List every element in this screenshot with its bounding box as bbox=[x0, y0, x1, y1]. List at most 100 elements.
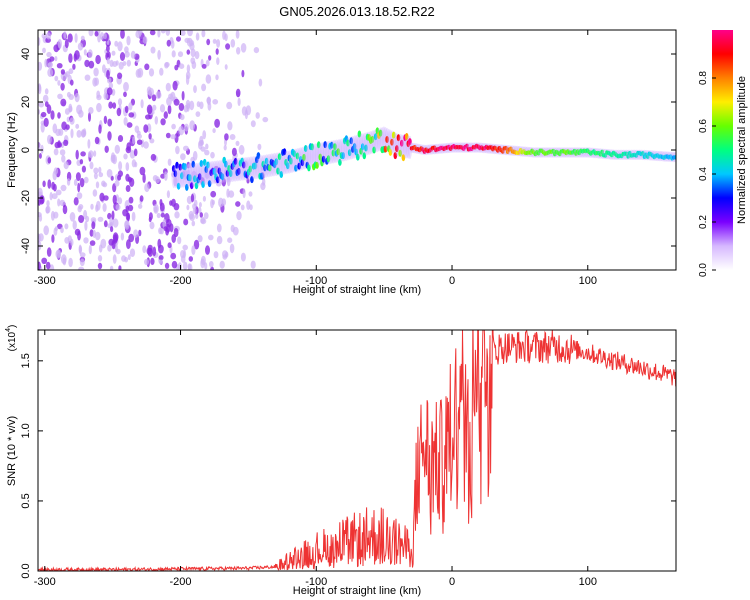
spectrogram-ridge-cell bbox=[224, 160, 228, 168]
spectrogram-ridge-cell bbox=[364, 144, 368, 152]
spectrogram-noise-speckle bbox=[179, 114, 185, 121]
spectrogram-noise-speckle bbox=[74, 92, 80, 103]
spectrogram-noise-speckle bbox=[167, 242, 172, 249]
spectrogram-noise-speckle bbox=[160, 212, 165, 218]
spectrogram-ridge-cell bbox=[263, 164, 267, 172]
spectrogram-noise-speckle bbox=[55, 189, 62, 196]
spectrogram-noise-speckle bbox=[103, 195, 109, 201]
spectrogram-noise-speckle bbox=[149, 138, 155, 144]
spectrogram-noise-speckle bbox=[186, 64, 191, 73]
spectrogram-noise-speckle bbox=[79, 159, 84, 165]
colorbar-tick-label: 0.8 bbox=[698, 71, 709, 85]
spectrogram-noise-speckle bbox=[215, 48, 219, 55]
spectrogram-noise-speckle bbox=[224, 33, 228, 42]
spectrogram-noise-speckle bbox=[47, 157, 52, 164]
spectrogram-noise-speckle bbox=[72, 63, 76, 70]
spectrogram-noise-speckle bbox=[187, 30, 193, 37]
spectrogram-noise-speckle bbox=[194, 51, 200, 60]
spectrogram-noise-speckle bbox=[162, 218, 167, 229]
spectrogram-noise-speckle bbox=[70, 128, 74, 139]
spectrogram-noise-speckle bbox=[159, 202, 165, 212]
snr-ytick-label: 0.5 bbox=[20, 493, 32, 508]
spectrogram-noise-speckle bbox=[185, 75, 190, 85]
spectrogram-noise-speckle bbox=[64, 38, 69, 49]
spectrogram-ridge-cell bbox=[248, 165, 253, 173]
spectrogram-noise-speckle bbox=[216, 235, 223, 245]
spectrogram-ridge-cell bbox=[404, 133, 409, 140]
spectrogram-noise-speckle bbox=[44, 58, 48, 68]
spectrogram-noise-speckle bbox=[205, 245, 210, 255]
spectrogram-noise-speckle bbox=[246, 178, 250, 184]
spectrogram-noise-speckle bbox=[158, 255, 164, 261]
spectrogram-noise-speckle bbox=[44, 101, 49, 108]
spectrogram-ridge-cell bbox=[207, 180, 212, 188]
spectrogram-noise-speckle bbox=[151, 94, 157, 102]
spectrogram-noise-speckle bbox=[47, 62, 54, 67]
spectrogram-noise-speckle bbox=[133, 148, 138, 157]
spectrogram-noise-speckle bbox=[106, 69, 110, 80]
spectrogram-noise-speckle bbox=[157, 49, 161, 60]
spectrogram-ridge-halo bbox=[200, 162, 206, 186]
colorbar-tick-label: 0.6 bbox=[698, 119, 709, 133]
spectrogram-noise-speckle bbox=[56, 249, 61, 258]
spectrogram-xtick-label: -300 bbox=[34, 275, 56, 287]
spectrogram-ridge-cell bbox=[408, 138, 412, 146]
spectrogram-noise-speckle bbox=[206, 38, 211, 46]
spectrogram-noise-speckle bbox=[46, 104, 52, 115]
spectrogram-noise-speckle bbox=[167, 158, 172, 166]
spectrogram-noise-speckle bbox=[106, 169, 113, 178]
spectrogram-noise-speckle bbox=[181, 90, 185, 101]
spectrogram-ridge-halo bbox=[199, 162, 204, 186]
spectrogram-ytick-label: 20 bbox=[20, 96, 32, 108]
spectrogram-noise-speckle bbox=[213, 251, 219, 259]
spectrogram-noise-speckle bbox=[166, 218, 172, 228]
spectrogram-noise-speckle bbox=[116, 107, 122, 117]
spectrogram-noise-speckle bbox=[81, 165, 86, 173]
spectrogram-ridge-cell bbox=[178, 163, 183, 171]
snr-xtick-label: -100 bbox=[305, 576, 327, 588]
spectrogram-noise-speckle bbox=[60, 69, 65, 75]
spectrogram-noise-speckle bbox=[60, 98, 67, 107]
spectrogram-ridge-cell bbox=[220, 173, 225, 181]
spectrogram-noise-speckle bbox=[230, 39, 236, 48]
spectrogram-noise-speckle bbox=[123, 91, 127, 98]
spectrogram-ridge-halo bbox=[380, 127, 385, 151]
spectrogram-noise-speckle bbox=[163, 226, 168, 232]
spectrogram-noise-speckle bbox=[222, 250, 228, 258]
spectrogram-noise-speckle bbox=[214, 118, 221, 128]
spectrogram-noise-speckle bbox=[235, 88, 241, 98]
spectrogram-noise-speckle bbox=[173, 227, 179, 238]
colorbar-tick-label: 0.0 bbox=[698, 263, 709, 277]
spectrogram-noise-speckle bbox=[82, 128, 87, 136]
spectrogram-noise-speckle bbox=[40, 123, 45, 133]
spectrogram-noise-speckle bbox=[93, 167, 99, 174]
spectrogram-noise-speckle bbox=[123, 153, 128, 160]
spectrogram-noise-speckle bbox=[125, 162, 130, 172]
spectrogram-noise-speckle bbox=[120, 232, 125, 241]
spectrogram-ridge-cell bbox=[253, 162, 257, 170]
spectrogram-noise-speckle bbox=[126, 35, 131, 46]
spectrogram-noise-speckle bbox=[136, 130, 141, 136]
spectrogram-noise-speckle bbox=[50, 110, 55, 120]
spectrogram-noise-speckle bbox=[195, 32, 200, 41]
spectrogram-noise-speckle bbox=[182, 244, 188, 251]
spectrogram-noise-speckle bbox=[193, 239, 200, 250]
spectrogram-noise-speckle bbox=[47, 179, 52, 189]
spectrogram-ridge-cell bbox=[336, 148, 341, 156]
spectrogram-ridge-cell bbox=[274, 158, 279, 166]
snr-xtick-label: -300 bbox=[34, 576, 56, 588]
spectrogram-xtick-label: -100 bbox=[305, 275, 327, 287]
spectrogram-noise-speckle bbox=[114, 144, 121, 154]
spectrogram-noise-speckle bbox=[89, 229, 94, 237]
spectrogram-noise-speckle bbox=[97, 216, 104, 222]
spectrogram-noise-speckle bbox=[164, 62, 169, 69]
spectrogram-noise-speckle bbox=[199, 101, 204, 110]
spectrogram-noise-speckle bbox=[78, 204, 84, 210]
snr-axes: -300 -200 -100 0 100 0.0 0.5 1.0 1.5 bbox=[20, 330, 676, 588]
spectrogram-noise-speckle bbox=[93, 67, 99, 77]
spectrogram-noise-speckle bbox=[49, 192, 53, 201]
spectrogram-noise-speckle bbox=[240, 252, 246, 262]
spectrogram-noise-speckle bbox=[109, 265, 114, 270]
spectrogram-ridge-cell bbox=[330, 141, 334, 149]
